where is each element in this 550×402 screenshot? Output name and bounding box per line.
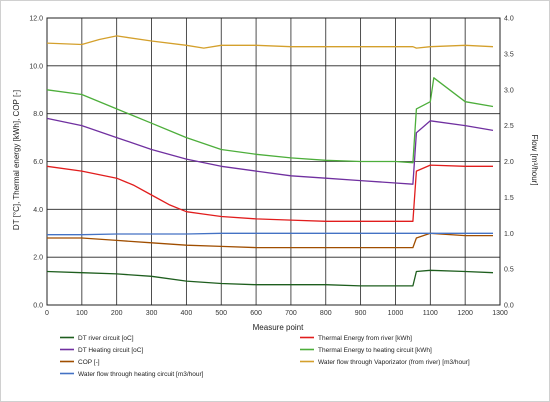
y2-tick-label: 0.0 xyxy=(504,303,514,310)
x-tick-label: 1100 xyxy=(423,310,438,317)
x-tick-label: 700 xyxy=(285,310,297,317)
x-tick-label: 100 xyxy=(76,310,88,317)
x-axis-title: Measure point xyxy=(253,323,304,332)
series-layer xyxy=(46,35,494,287)
y-tick-label: 4.0 xyxy=(33,207,43,214)
legend-label: DT Heating circuit [oC] xyxy=(78,347,143,354)
x-tick-label: 900 xyxy=(355,310,367,317)
y2-tick-label: 2.0 xyxy=(504,159,514,166)
y-tick-label: 10.0 xyxy=(29,63,43,70)
y2-tick-label: 0.5 xyxy=(504,267,514,274)
y2-tick-label: 2.5 xyxy=(504,123,514,130)
x-tick-label: 500 xyxy=(215,310,227,317)
series-line-3 xyxy=(46,77,494,164)
y2-tick-label: 1.5 xyxy=(504,195,514,202)
x-tick-label: 800 xyxy=(320,310,332,317)
series-line-1 xyxy=(46,164,493,222)
legend-label: DT river circuit [oC] xyxy=(78,335,134,342)
y-tick-label: 8.0 xyxy=(33,111,43,118)
legend-label: COP [-] xyxy=(78,359,100,366)
y-tick-label: 6.0 xyxy=(33,159,43,166)
legend-label: Thermal Energy from river [kWh] xyxy=(318,335,412,342)
legend-label: Water flow through Vaporizator (from riv… xyxy=(318,359,470,366)
y2-tick-label: 1.0 xyxy=(504,231,514,238)
y-tick-label: 0.0 xyxy=(33,303,43,310)
series-line-2 xyxy=(46,117,494,185)
y-tick-label: 12.0 xyxy=(29,16,43,23)
y2-tick-label: 3.5 xyxy=(504,51,514,58)
legend: DT river circuit [oC] Thermal Energy from… xyxy=(60,335,470,378)
x-tick-label: 1200 xyxy=(457,310,473,317)
x-tick-label: 300 xyxy=(146,310,158,317)
y2-tick-label: 4.0 xyxy=(504,16,514,23)
y-tick-label: 2.0 xyxy=(33,255,43,262)
y2-axis-title: Flow [m³/hour] xyxy=(530,134,539,185)
x-tick-label: 200 xyxy=(111,310,123,317)
grid-layer xyxy=(46,17,501,306)
x-tick-label: 600 xyxy=(250,310,262,317)
series-line-0 xyxy=(46,269,494,287)
y2-tick-label: 3.0 xyxy=(504,87,514,94)
axis-layer: 0 100 200 300 400 500 600 700 800 900 1000 1100 1200… xyxy=(29,16,513,318)
x-tick-label: 0 xyxy=(45,310,49,317)
x-tick-label: 1000 xyxy=(388,310,404,317)
x-tick-label: 1300 xyxy=(492,310,508,317)
series-line-4 xyxy=(47,232,493,249)
series-line-6 xyxy=(47,232,493,236)
y-axis-title: DT [°C], Thermal energy [kWh], COP [-] xyxy=(12,90,21,230)
legend-label: Water flow through heating circuit [m3/h… xyxy=(78,371,204,378)
legend-label: Thermal Energy to heating circuit [kWh] xyxy=(318,347,432,354)
x-tick-label: 400 xyxy=(181,310,193,317)
series-line-5 xyxy=(46,35,494,49)
